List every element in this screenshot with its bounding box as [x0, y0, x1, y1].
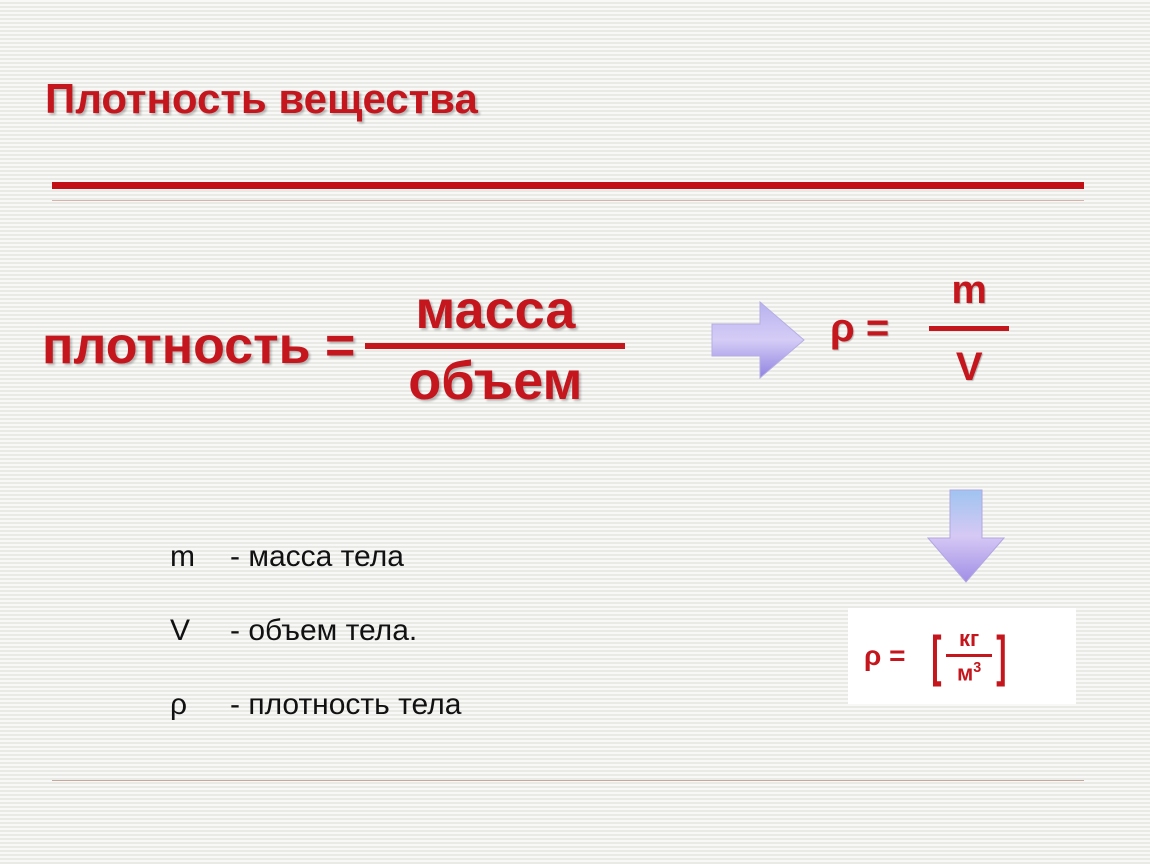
symbol-formula: ρ = m V [830, 270, 1009, 387]
arrow-down-icon [924, 488, 1008, 589]
word-formula: плотность = масса объем [42, 282, 625, 409]
units-denominator: м3 [957, 661, 981, 684]
units-bracket-right: ] [996, 634, 1006, 679]
units-fraction: кг м3 [946, 628, 992, 684]
legend-text: - объем тела. [230, 614, 417, 648]
fraction-bar [365, 343, 625, 349]
legend-text: - масса тела [230, 540, 404, 574]
symbol-formula-denominator: V [956, 347, 983, 387]
symbol-formula-lhs: ρ = [830, 306, 889, 351]
legend: m - масса тела V - объем тела. ρ - плотн… [170, 540, 461, 762]
symbol-formula-fraction: m V [929, 270, 1009, 387]
fraction-bar [929, 326, 1009, 331]
legend-text: - плотность тела [230, 688, 461, 722]
word-formula-fraction: масса объем [365, 282, 625, 409]
slide: Плотность вещества плотность = масса объ… [0, 0, 1150, 864]
slide-title: Плотность вещества [45, 75, 478, 123]
arrow-right-icon [710, 298, 806, 387]
legend-symbol: ρ [170, 688, 230, 722]
legend-row-density: ρ - плотность тела [170, 688, 461, 722]
fraction-bar [946, 654, 992, 657]
legend-symbol: V [170, 614, 230, 648]
legend-row-volume: V - объем тела. [170, 614, 461, 648]
title-underline-thick [52, 182, 1084, 189]
word-formula-lhs: плотность = [42, 316, 355, 376]
units-numerator: кг [959, 628, 979, 650]
units-bracket-left: [ [932, 634, 942, 679]
legend-symbol: m [170, 540, 230, 574]
legend-row-mass: m - масса тела [170, 540, 461, 574]
bottom-rule [52, 780, 1084, 781]
symbol-formula-numerator: m [951, 270, 987, 310]
units-box: ρ = [ кг м3 ] [848, 608, 1076, 704]
word-formula-denominator: объем [408, 353, 582, 410]
units-lhs: ρ = [864, 640, 905, 672]
title-underline-thin [52, 200, 1084, 201]
word-formula-numerator: масса [415, 282, 575, 339]
